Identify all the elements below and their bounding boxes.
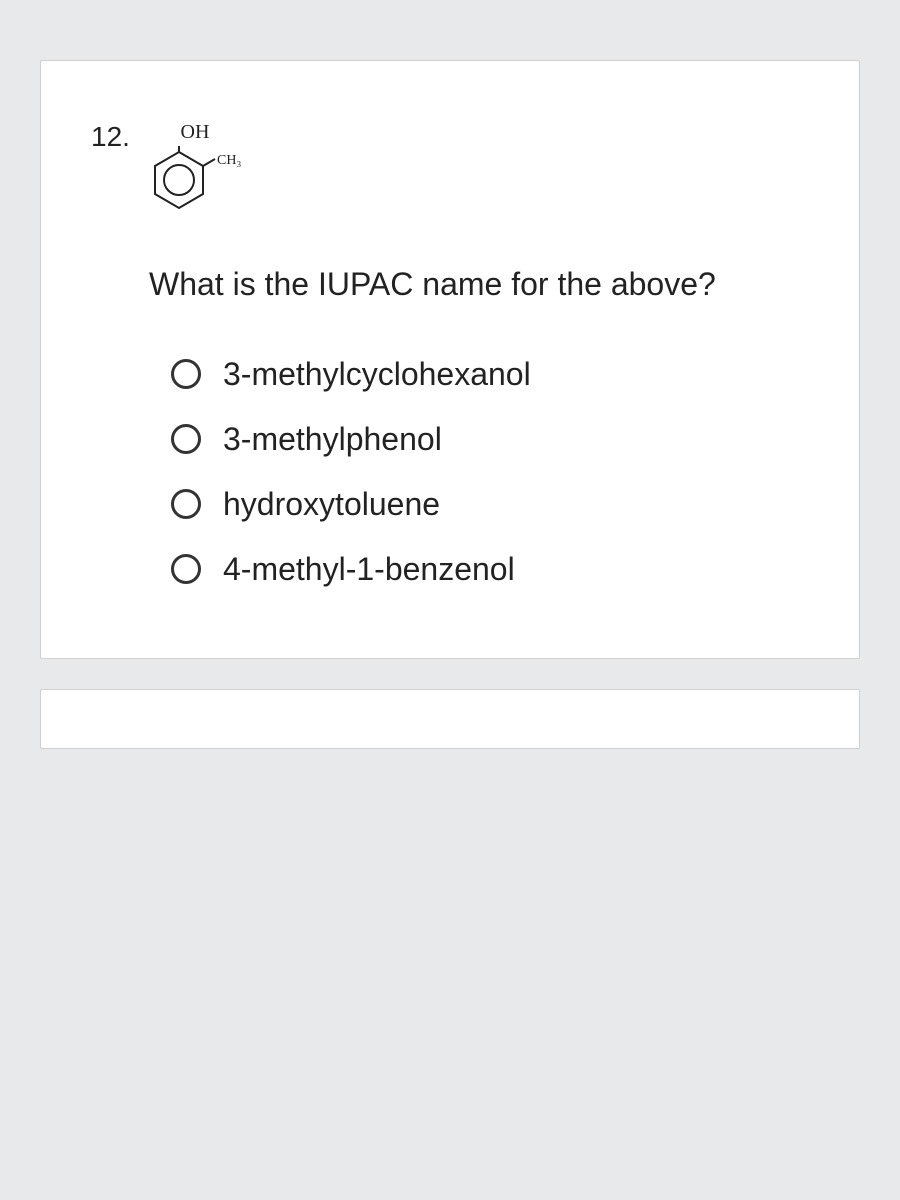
structure-label-right: CH₃ — [217, 153, 241, 168]
radio-icon[interactable] — [171, 489, 201, 519]
question-card: 12. OH CH₃ What is the IUPAC name for th… — [40, 60, 860, 659]
radio-icon[interactable] — [171, 424, 201, 454]
option-2[interactable]: 3-methylphenol — [171, 421, 809, 458]
radio-icon[interactable] — [171, 554, 201, 584]
option-label: 3-methylcyclohexanol — [223, 356, 531, 393]
option-label: hydroxytoluene — [223, 486, 440, 523]
question-prompt: What is the IUPAC name for the above? — [149, 264, 809, 306]
option-label: 3-methylphenol — [223, 421, 442, 458]
option-4[interactable]: 4-methyl-1-benzenol — [171, 551, 809, 588]
question-number: 12. — [91, 121, 131, 153]
benzene-ring-icon: CH₃ — [149, 146, 241, 224]
structure-label-top: OH — [181, 121, 210, 144]
option-3[interactable]: hydroxytoluene — [171, 486, 809, 523]
chemical-structure: OH CH₃ — [149, 121, 241, 224]
next-question-card — [40, 689, 860, 749]
radio-icon[interactable] — [171, 359, 201, 389]
options-list: 3-methylcyclohexanol 3-methylphenol hydr… — [171, 356, 809, 588]
option-1[interactable]: 3-methylcyclohexanol — [171, 356, 809, 393]
option-label: 4-methyl-1-benzenol — [223, 551, 515, 588]
question-header: 12. OH CH₃ — [91, 121, 809, 224]
